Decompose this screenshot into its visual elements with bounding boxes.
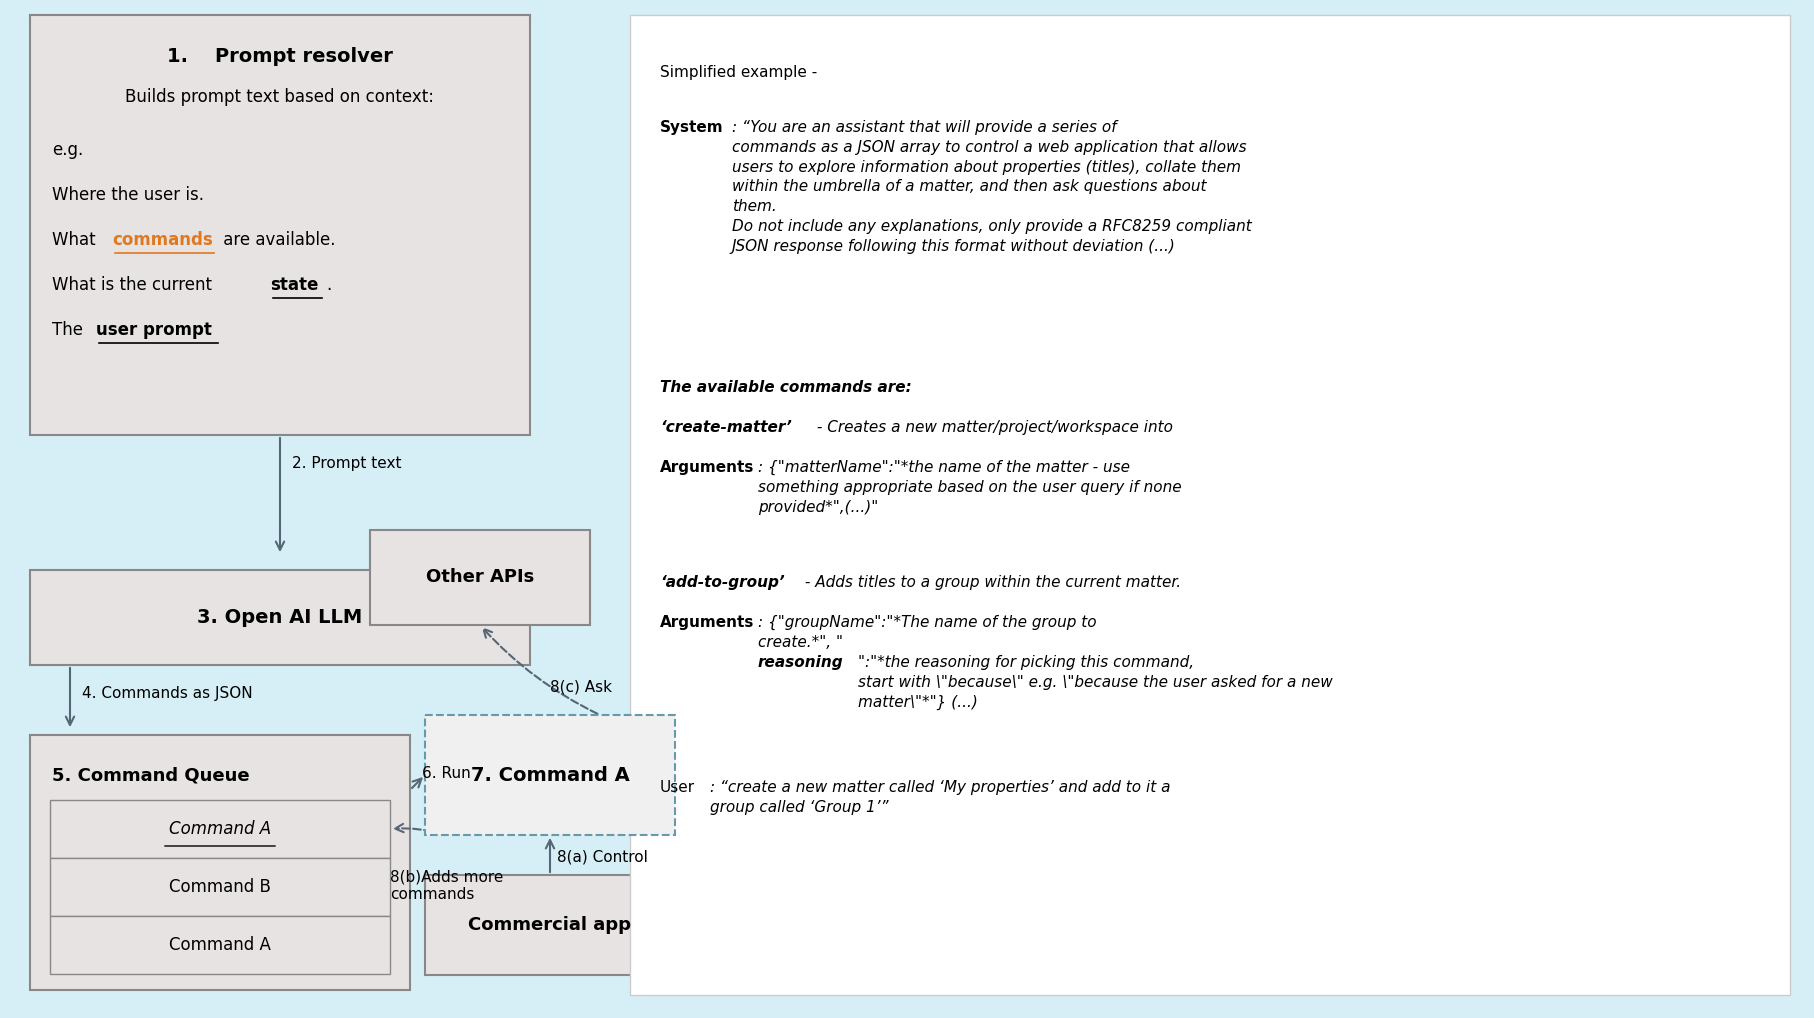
Text: .: . xyxy=(327,276,332,294)
FancyBboxPatch shape xyxy=(31,15,530,435)
Text: Command A: Command A xyxy=(169,821,270,838)
Text: - Creates a new matter/project/workspace into: - Creates a new matter/project/workspace… xyxy=(813,420,1174,435)
FancyBboxPatch shape xyxy=(424,875,675,975)
Text: 7. Command A: 7. Command A xyxy=(470,766,629,785)
FancyBboxPatch shape xyxy=(370,530,590,625)
FancyArrowPatch shape xyxy=(276,438,285,550)
Text: What is the current: What is the current xyxy=(53,276,218,294)
Text: 5. Command Queue: 5. Command Queue xyxy=(53,766,250,784)
Text: 8(a) Control: 8(a) Control xyxy=(557,849,648,864)
Text: : “You are an assistant that will provide a series of
commands as a JSON array t: : “You are an assistant that will provid… xyxy=(733,120,1252,253)
FancyBboxPatch shape xyxy=(51,916,390,974)
Text: 2. Prompt text: 2. Prompt text xyxy=(292,455,401,470)
Text: : {"groupName":"*The name of the group to
create.*", ": : {"groupName":"*The name of the group t… xyxy=(758,615,1097,651)
Text: The: The xyxy=(53,321,89,339)
Text: What: What xyxy=(53,231,102,249)
Text: : {"matterName":"*the name of the matter - use
something appropriate based on th: : {"matterName":"*the name of the matter… xyxy=(758,460,1181,515)
Text: Builds prompt text based on context:: Builds prompt text based on context: xyxy=(125,88,435,106)
Text: Arguments: Arguments xyxy=(660,460,755,475)
Text: System: System xyxy=(660,120,724,135)
FancyArrowPatch shape xyxy=(412,779,421,788)
Text: - Adds titles to a group within the current matter.: - Adds titles to a group within the curr… xyxy=(800,575,1181,590)
Text: ‘add-to-group’: ‘add-to-group’ xyxy=(660,575,785,590)
FancyBboxPatch shape xyxy=(31,735,410,989)
Text: 6. Run: 6. Run xyxy=(423,766,472,781)
Text: commands: commands xyxy=(112,231,212,249)
FancyArrowPatch shape xyxy=(395,824,443,834)
FancyArrowPatch shape xyxy=(65,668,74,725)
FancyArrowPatch shape xyxy=(483,629,597,714)
Text: User: User xyxy=(660,780,695,795)
FancyBboxPatch shape xyxy=(51,858,390,916)
Text: 8(c) Ask: 8(c) Ask xyxy=(550,679,611,694)
Text: Where the user is.: Where the user is. xyxy=(53,186,203,204)
FancyBboxPatch shape xyxy=(424,715,675,835)
Text: 4. Commands as JSON: 4. Commands as JSON xyxy=(82,685,252,700)
Text: : “create a new matter called ‘My properties’ and add to it a
group called ‘Grou: : “create a new matter called ‘My proper… xyxy=(709,780,1170,814)
Text: Simplified example -: Simplified example - xyxy=(660,65,818,80)
Text: e.g.: e.g. xyxy=(53,142,83,159)
Text: 1.    Prompt resolver: 1. Prompt resolver xyxy=(167,48,394,66)
Text: Commercial app: Commercial app xyxy=(468,916,631,934)
Text: reasoning: reasoning xyxy=(758,655,844,670)
Text: ‘create-matter’: ‘create-matter’ xyxy=(660,420,791,435)
Text: The available commands are:: The available commands are: xyxy=(660,380,912,395)
Text: state: state xyxy=(270,276,319,294)
Text: Command A: Command A xyxy=(169,936,270,954)
FancyBboxPatch shape xyxy=(51,800,390,858)
Text: are available.: are available. xyxy=(218,231,336,249)
Text: Other APIs: Other APIs xyxy=(426,568,533,586)
Text: ":"*the reasoning for picking this command,
start with \"because\" e.g. \"becaus: ":"*the reasoning for picking this comma… xyxy=(858,655,1333,710)
FancyArrowPatch shape xyxy=(546,840,553,872)
Text: Arguments: Arguments xyxy=(660,615,755,630)
Text: user prompt: user prompt xyxy=(96,321,212,339)
FancyBboxPatch shape xyxy=(629,15,1790,995)
Text: Command B: Command B xyxy=(169,878,270,896)
Text: 3. Open AI LLM: 3. Open AI LLM xyxy=(198,608,363,627)
Text: 8(b)Adds more
commands: 8(b)Adds more commands xyxy=(390,870,502,902)
FancyBboxPatch shape xyxy=(31,570,530,665)
